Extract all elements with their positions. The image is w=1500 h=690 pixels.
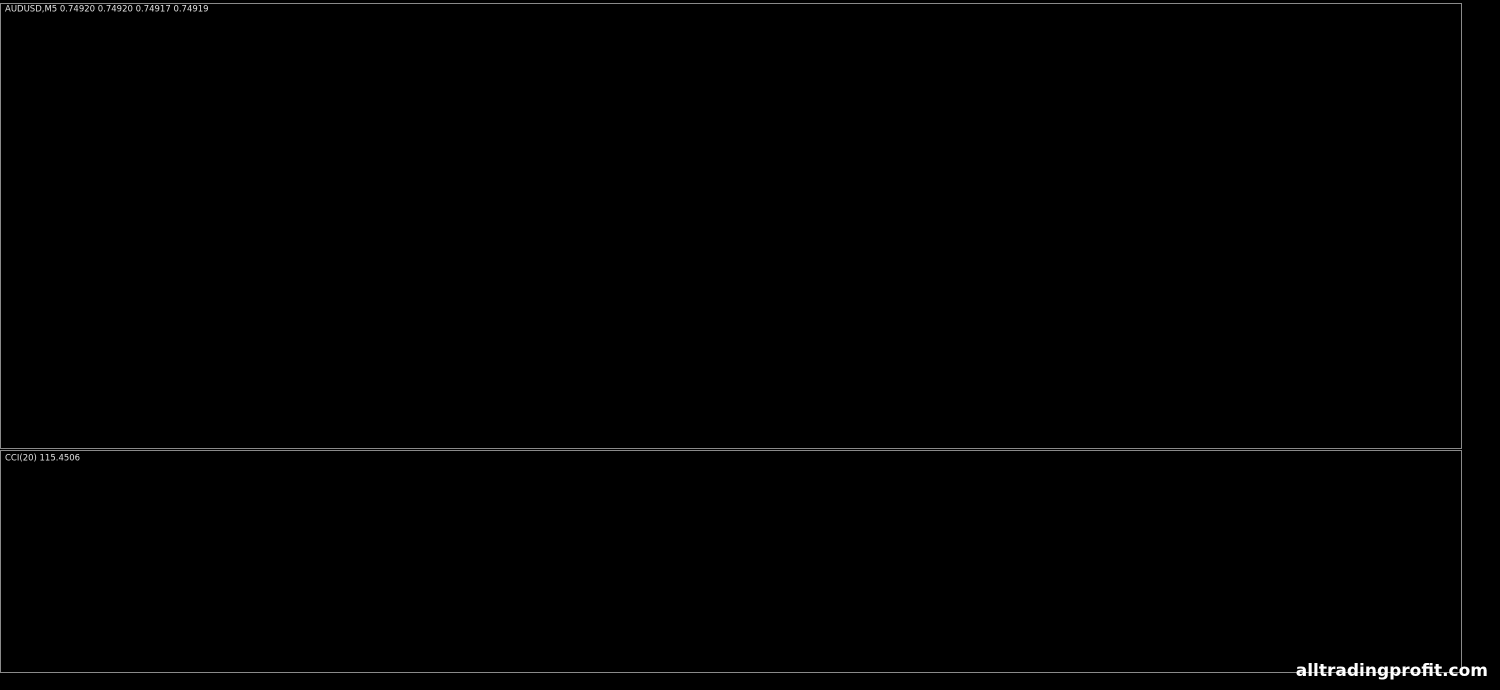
price-title: AUDUSD,M5 0.74920 0.74920 0.74917 0.7491… — [5, 5, 209, 15]
cci-panel — [0, 450, 1462, 673]
cci-title: CCI(20) 115.4506 — [5, 454, 80, 464]
price-panel — [0, 3, 1462, 449]
watermark: alltradingprofit.com — [1296, 661, 1488, 681]
